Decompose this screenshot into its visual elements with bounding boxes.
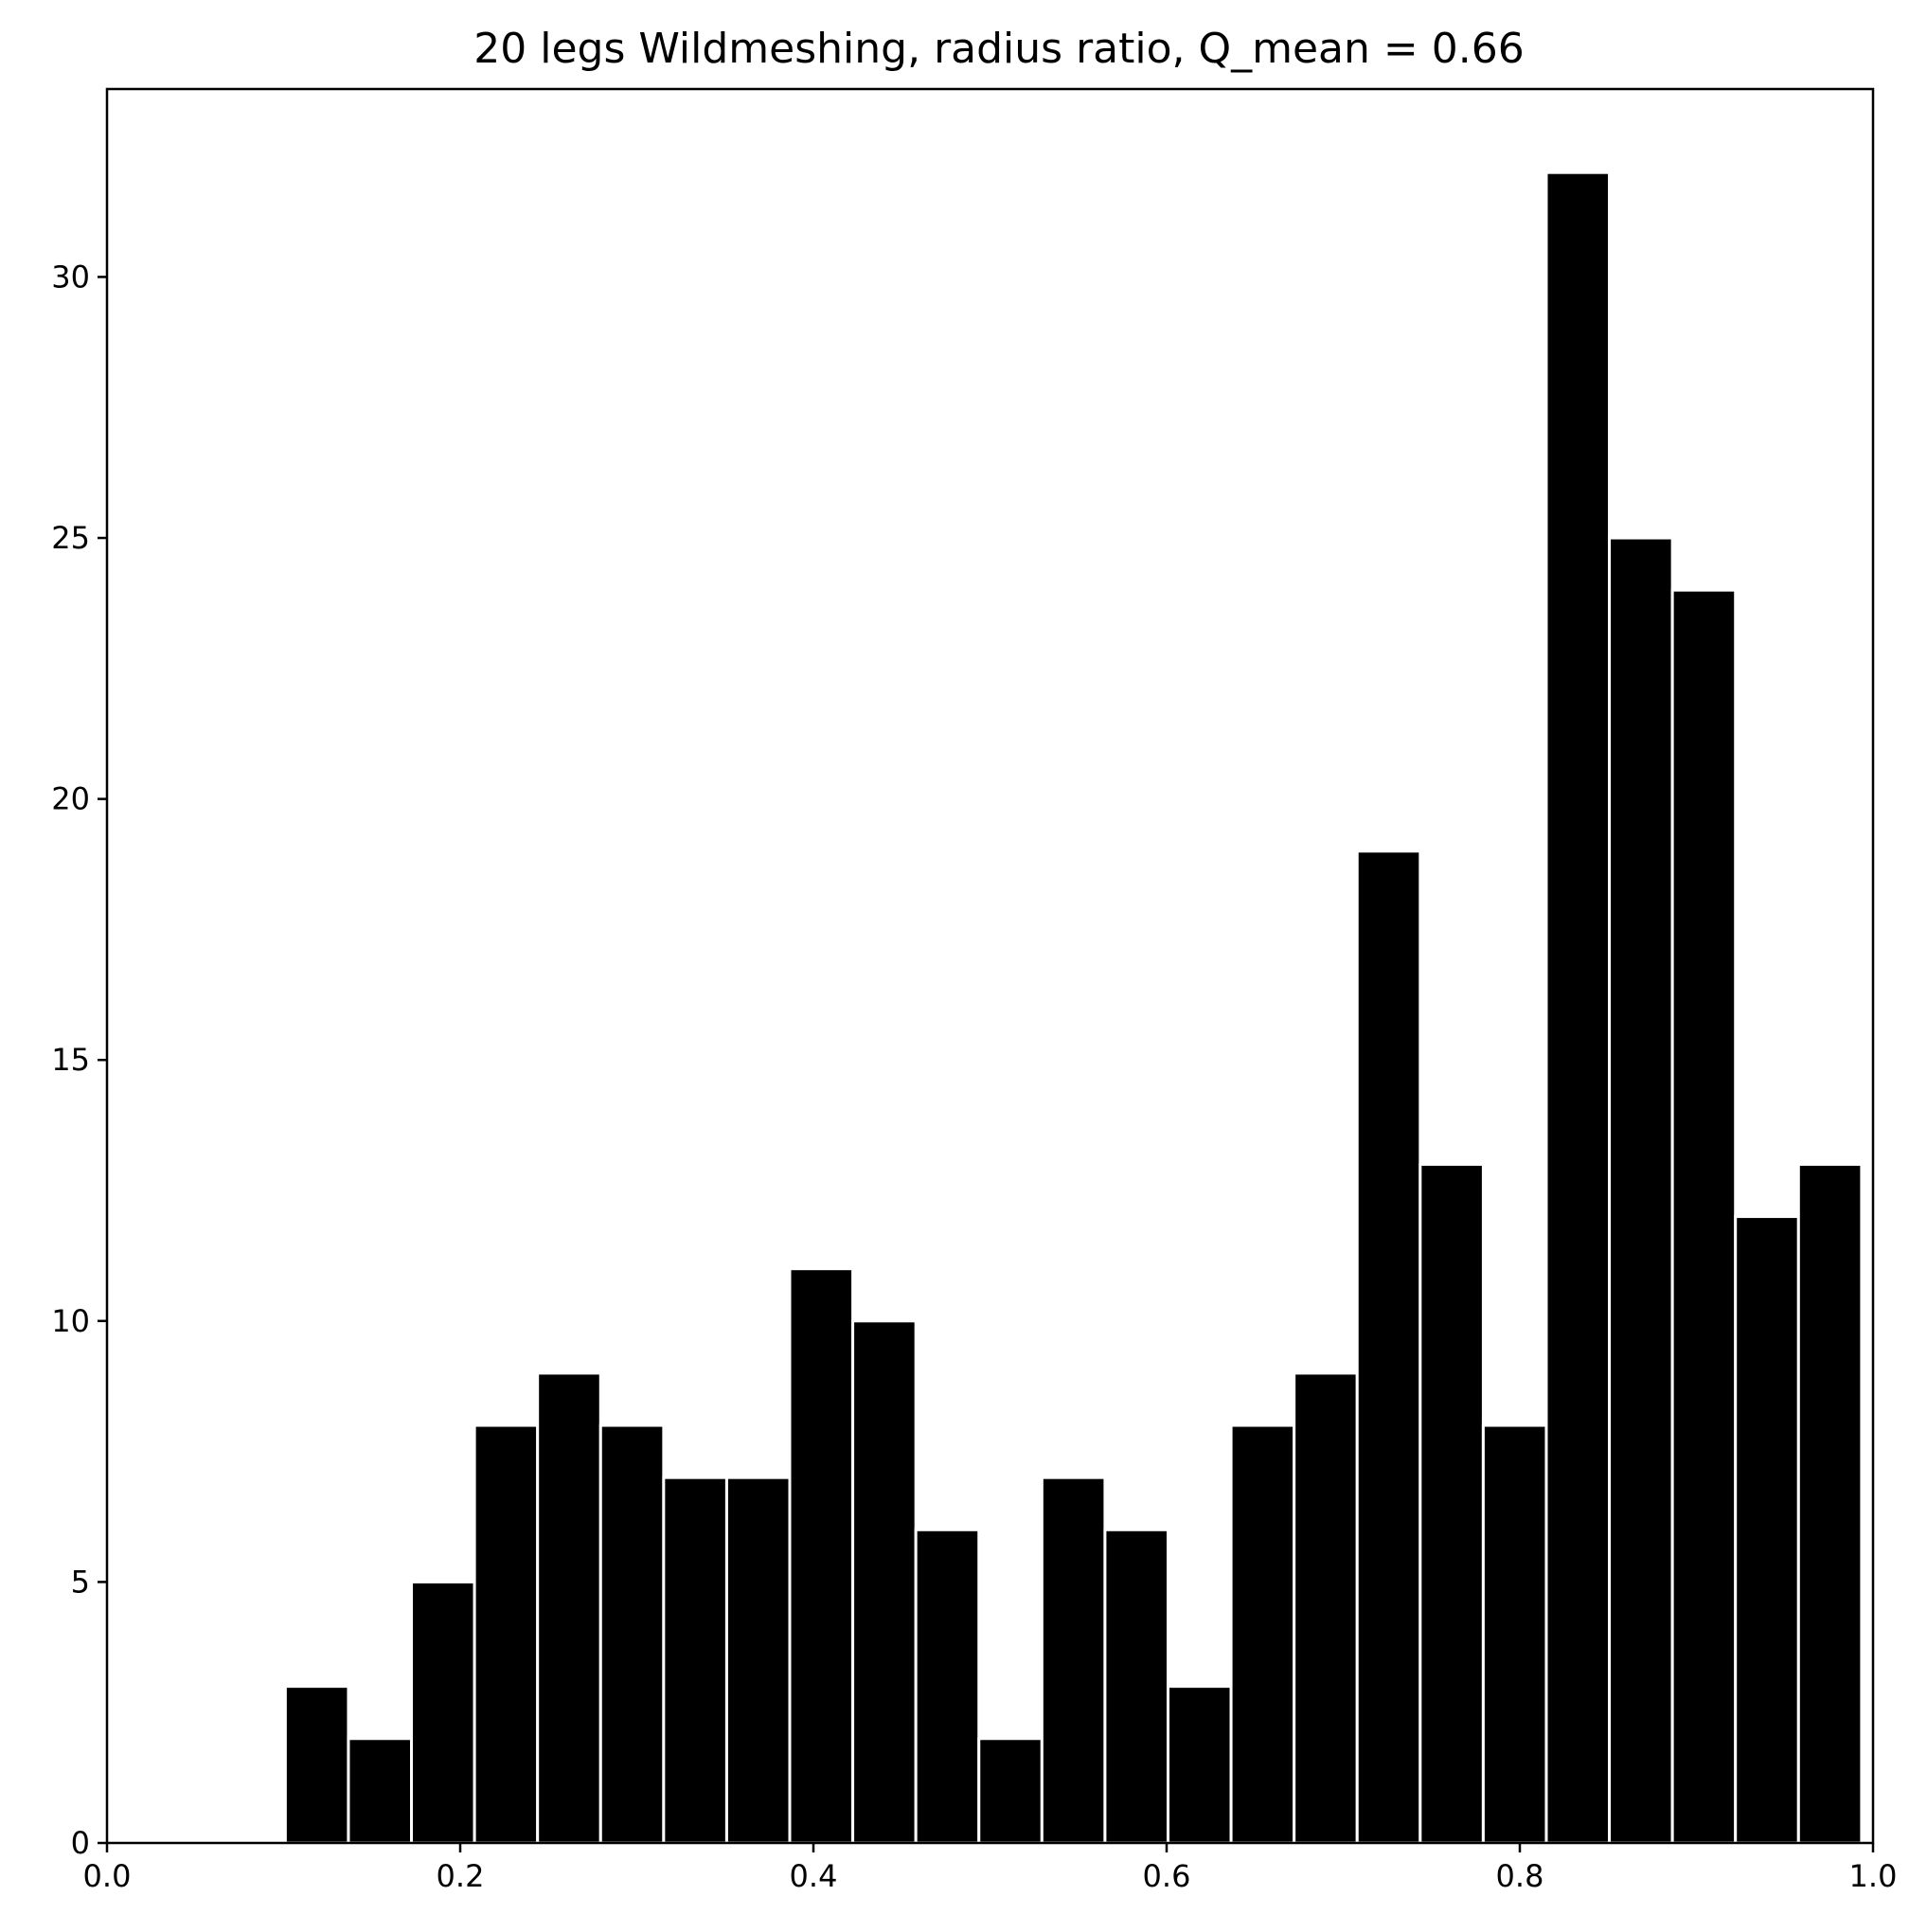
x-tick-label: 0.4 xyxy=(790,1858,838,1894)
x-tick-label: 0.2 xyxy=(437,1858,485,1894)
histogram-bar xyxy=(1229,1423,1296,1845)
histogram-bar xyxy=(1040,1476,1107,1845)
y-tick-label: 15 xyxy=(51,1042,90,1078)
histogram-bar xyxy=(1608,536,1674,1845)
histogram-bar xyxy=(1481,1423,1548,1845)
histogram-bar xyxy=(1166,1685,1233,1845)
histogram-bar xyxy=(283,1685,350,1845)
histogram-bar xyxy=(1670,588,1738,1845)
x-tick-label: 0.8 xyxy=(1496,1858,1544,1894)
histogram-bar xyxy=(788,1267,855,1845)
histogram-bar xyxy=(977,1737,1044,1845)
histogram-bar xyxy=(724,1476,792,1845)
histogram-bar xyxy=(1418,1162,1485,1845)
histogram-bar xyxy=(1796,1162,1864,1845)
histogram-bar xyxy=(347,1737,414,1845)
histogram-bar xyxy=(598,1423,666,1845)
axes-layer: 0.0 0.2 0.4 0.6 0.8 1.0 0 5 10 15 20 25 30 xyxy=(51,87,1898,1894)
histogram-bar xyxy=(1734,1215,1800,1845)
x-tick-label: 1.0 xyxy=(1849,1858,1898,1894)
y-tick-label: 25 xyxy=(51,520,90,556)
y-tick-label: 10 xyxy=(51,1303,90,1339)
histogram-bar xyxy=(536,1371,602,1845)
x-tick-label: 0.0 xyxy=(83,1858,132,1894)
histogram-bar xyxy=(851,1319,918,1845)
plot-frame xyxy=(105,87,1875,1845)
x-tick-label: 0.6 xyxy=(1143,1858,1191,1894)
histogram-bar xyxy=(914,1528,981,1845)
histogram-bar xyxy=(1103,1528,1169,1845)
chart-title: 20 legs Wildmeshing, radius ratio, Q_mea… xyxy=(473,25,1524,73)
histogram-bar xyxy=(410,1580,476,1845)
bars-layer xyxy=(283,170,1864,1845)
histogram-bar xyxy=(473,1423,540,1845)
y-tick-label: 20 xyxy=(51,781,90,817)
y-tick-label: 30 xyxy=(51,259,90,295)
y-tick-label: 0 xyxy=(71,1825,90,1861)
histogram-bar xyxy=(1355,850,1422,1845)
histogram-bar xyxy=(662,1476,728,1845)
y-tick-label: 5 xyxy=(71,1564,90,1600)
histogram-bar xyxy=(1544,170,1612,1845)
histogram-bar xyxy=(1293,1371,1359,1845)
